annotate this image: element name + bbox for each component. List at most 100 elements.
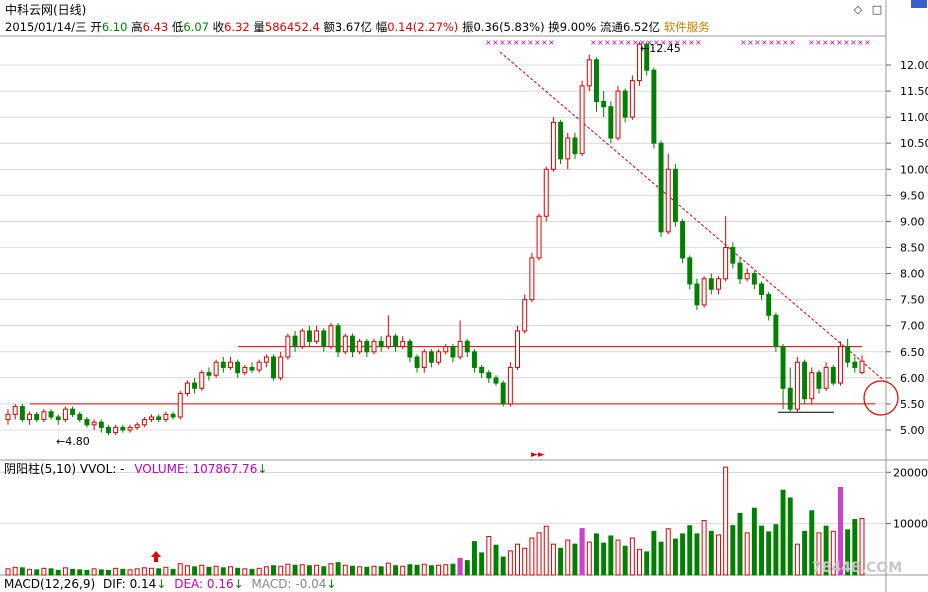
signal-x-marker: × xyxy=(541,38,548,47)
signal-x-marker: × xyxy=(506,38,513,47)
candle-up xyxy=(263,356,269,363)
volume-bar-up xyxy=(41,567,47,576)
signal-x-marker: × xyxy=(590,38,597,47)
float-value: 6.52亿 xyxy=(622,20,661,34)
volume-bar-up xyxy=(213,565,219,576)
signal-x-marker: × xyxy=(534,38,541,47)
candle-down xyxy=(249,366,255,371)
signal-x-marker: × xyxy=(597,38,604,47)
volume-bar-down xyxy=(593,533,599,576)
vvol-label: VVOL: xyxy=(79,462,117,476)
restore-icon[interactable]: □ xyxy=(871,3,883,16)
candle-up xyxy=(522,299,528,332)
stock-name: 中科云网(日线) xyxy=(5,3,87,17)
candle-up xyxy=(543,168,549,217)
volume-bar-up xyxy=(227,566,233,576)
volume-bar-down xyxy=(601,542,607,576)
candle-up xyxy=(723,247,729,280)
candle-up xyxy=(299,330,305,348)
volume-bar-down xyxy=(271,565,277,576)
candle-down xyxy=(708,278,714,290)
volume-bar-up xyxy=(134,568,140,576)
dea-value: 0.16 xyxy=(206,577,234,591)
volume-bar-down xyxy=(321,566,327,576)
signal-x-marker: × xyxy=(485,38,492,47)
volume-bar-up xyxy=(357,566,363,576)
macd-indicator-name: MACD(12,26,9) xyxy=(4,577,96,591)
volume-bar-down xyxy=(292,564,298,576)
volume-bar-highlight xyxy=(457,558,463,576)
candle-down xyxy=(644,43,650,71)
vvol-value: - xyxy=(120,462,125,476)
candle-down xyxy=(206,372,212,376)
signal-x-marker: × xyxy=(864,38,871,47)
volume-bar-down xyxy=(809,510,815,576)
candle-down xyxy=(292,335,298,348)
highlight-circle xyxy=(863,380,899,416)
candle-down xyxy=(34,413,40,421)
volume-bar-up xyxy=(715,534,721,576)
candle-up xyxy=(184,382,190,395)
volume-tick-label: 20000 xyxy=(893,466,928,479)
candle-up xyxy=(436,351,442,363)
down-arrow-icon: ↓ xyxy=(326,577,337,591)
quote-date: 2015/01/14/三 xyxy=(5,20,87,34)
volume-bar-up xyxy=(859,518,865,576)
volume-bar-down xyxy=(306,565,312,576)
amount-label: 额 xyxy=(323,20,335,34)
high-value: 6.43 xyxy=(142,20,169,34)
candle-down xyxy=(428,351,434,363)
diamond-icon[interactable]: ◇ xyxy=(853,3,863,16)
candle-down xyxy=(414,356,420,368)
candle-up xyxy=(744,273,750,280)
signal-x-marker: × xyxy=(789,38,796,47)
macd-indicator-label[interactable]: MACD(12,26,9) DIF: 0.14↓ DEA: 0.16↓ MACD… xyxy=(4,577,336,591)
candle-down xyxy=(70,408,76,415)
volume-bar-down xyxy=(192,566,198,576)
down-arrow-icon: ↓ xyxy=(156,577,167,591)
volume-bar-up xyxy=(421,563,427,576)
candle-down xyxy=(845,346,851,363)
volume-bar-up xyxy=(522,547,528,576)
candle-down xyxy=(306,330,312,342)
volume-bar-up xyxy=(149,567,155,576)
volume-bar-up xyxy=(256,567,262,576)
volume-bar-up xyxy=(830,530,836,576)
volume-bar-down xyxy=(48,568,54,576)
candle-down xyxy=(572,137,578,155)
volume-bar-down xyxy=(378,566,384,576)
sector-link[interactable]: 软件服务 xyxy=(663,20,710,34)
candle-down xyxy=(622,90,628,118)
volume-bar-down xyxy=(773,524,779,576)
volume-bar-down xyxy=(500,556,506,576)
volume-bar-down xyxy=(414,564,420,576)
candle-up xyxy=(227,361,233,368)
candle-down xyxy=(378,340,384,348)
volume-bar-up xyxy=(12,566,18,576)
volume-bar-up xyxy=(113,567,119,576)
down-arrow-icon: ↓ xyxy=(257,462,268,476)
volume-label: VOLUME: xyxy=(134,462,189,476)
scroll-thumb[interactable] xyxy=(911,0,927,8)
candle-up xyxy=(149,416,155,421)
volume-bar-down xyxy=(759,525,765,576)
vol-label: 量 xyxy=(253,20,265,34)
volume-bar-up xyxy=(565,539,571,576)
candle-down xyxy=(84,419,90,426)
signal-x-marker: × xyxy=(843,38,850,47)
price-tick-label: 5.00 xyxy=(900,424,925,437)
candle-up xyxy=(62,408,68,421)
volume-bar-down xyxy=(55,569,61,576)
candle-up xyxy=(163,413,169,421)
volume-bar-up xyxy=(328,563,334,576)
price-tick-label: 11.50 xyxy=(900,85,928,98)
volume-indicator-label[interactable]: 阴阳柱(5,10) VVOL: - VOLUME: 107867.76↓ xyxy=(4,462,267,476)
volume-bar-down xyxy=(751,507,757,576)
volume-bar-down xyxy=(349,565,355,576)
candle-up xyxy=(665,168,671,233)
volume-bar-up xyxy=(278,565,284,576)
volume-bar-up xyxy=(163,566,169,576)
float-label: 流通 xyxy=(599,20,623,34)
